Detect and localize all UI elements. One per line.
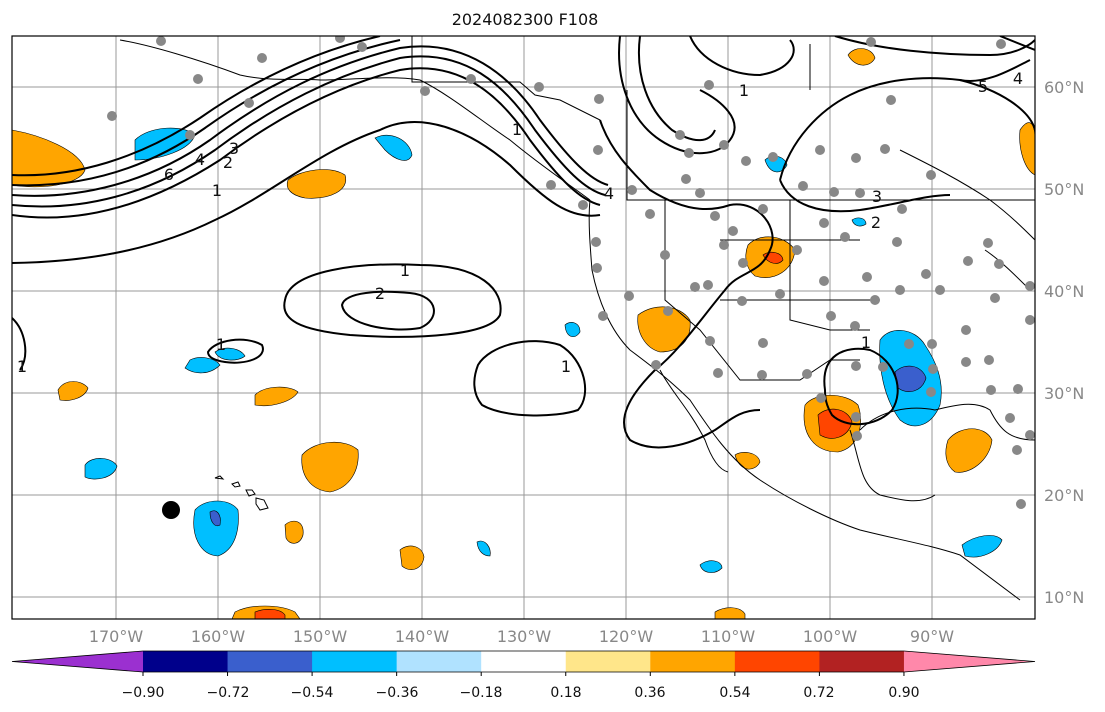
contour-label: 1 (216, 335, 226, 354)
lon-label: 110°W (701, 627, 756, 646)
hawaii-islands (214, 475, 269, 511)
colorbar-tick-label: 0.36 (634, 685, 665, 701)
contour-label: 3 (872, 187, 882, 206)
contour-label: 1 (739, 81, 749, 100)
contour-label: 6 (164, 165, 174, 184)
contour-labels: 6 4 2 3 1 1 2 1 1 1 1 4 1 5 4 3 2 1 (17, 69, 1023, 376)
contour-label: 3 (229, 139, 239, 158)
contour-label: 2 (375, 284, 385, 303)
highlight-marker (162, 501, 180, 519)
colorbar-tick-label: −0.18 (460, 685, 503, 701)
colorbar-labels: −0.90 −0.72 −0.54 −0.36 −0.18 0.18 0.36 … (122, 685, 920, 701)
contour-label: 1 (17, 357, 27, 376)
colorbar (11, 650, 1036, 676)
lat-label: 40°N (1044, 282, 1084, 301)
colorbar-segment (143, 651, 229, 672)
lon-label: 160°W (191, 627, 246, 646)
colorbar-tick-label: 0.90 (888, 685, 919, 701)
colorbar-segment (734, 651, 820, 672)
contour-label: 2 (871, 213, 881, 232)
colorbar-segment (312, 651, 398, 672)
map-title: 2024082300 F108 (451, 10, 599, 29)
colorbar-segment (650, 651, 736, 672)
anomaly-fills (12, 48, 1035, 619)
colorbar-segment (396, 651, 482, 672)
contour-label: 1 (512, 120, 522, 139)
contour-label: 2 (223, 153, 233, 172)
colorbar-extend-high (903, 651, 1035, 672)
colorbar-tick-label: −0.72 (207, 685, 250, 701)
colorbar-extend-low (12, 651, 143, 672)
lat-label: 60°N (1044, 78, 1084, 97)
lon-label: 170°W (89, 627, 144, 646)
map-frame (11, 35, 1036, 620)
lon-label: 130°W (497, 627, 552, 646)
contour-label: 1 (400, 261, 410, 280)
lat-label: 10°N (1044, 588, 1084, 607)
lon-label: 90°W (910, 627, 954, 646)
colorbar-tick-label: 0.18 (550, 685, 581, 701)
contour-label: 1 (561, 357, 571, 376)
colorbar-tick-label: −0.54 (291, 685, 334, 701)
contour-label: 4 (604, 184, 614, 203)
colorbar-segment (481, 651, 567, 672)
contour-label: 5 (978, 77, 988, 96)
longitude-labels: 170°W 160°W 150°W 140°W 130°W 120°W 110°… (89, 627, 954, 646)
colorbar-segment (227, 651, 313, 672)
contour-label: 1 (212, 181, 222, 200)
contour-label: 4 (1013, 69, 1023, 88)
colorbar-tick-label: −0.90 (122, 685, 165, 701)
colorbar-segment (565, 651, 651, 672)
latitude-labels: 60°N 50°N 40°N 30°N 20°N 10°N (1044, 78, 1084, 607)
colorbar-tick-label: 0.54 (719, 685, 750, 701)
lon-label: 100°W (803, 627, 858, 646)
contour-label: 4 (195, 150, 205, 169)
station-markers (107, 36, 1035, 509)
colorbar-tick-label: 0.72 (803, 685, 834, 701)
lat-label: 30°N (1044, 384, 1084, 403)
lon-label: 150°W (293, 627, 348, 646)
colorbar-segment (819, 651, 905, 672)
lon-label: 120°W (599, 627, 654, 646)
colorbar-tick-label: −0.36 (376, 685, 419, 701)
lon-label: 140°W (395, 627, 450, 646)
lat-label: 20°N (1044, 486, 1084, 505)
contour-label: 1 (861, 333, 871, 352)
lat-label: 50°N (1044, 180, 1084, 199)
